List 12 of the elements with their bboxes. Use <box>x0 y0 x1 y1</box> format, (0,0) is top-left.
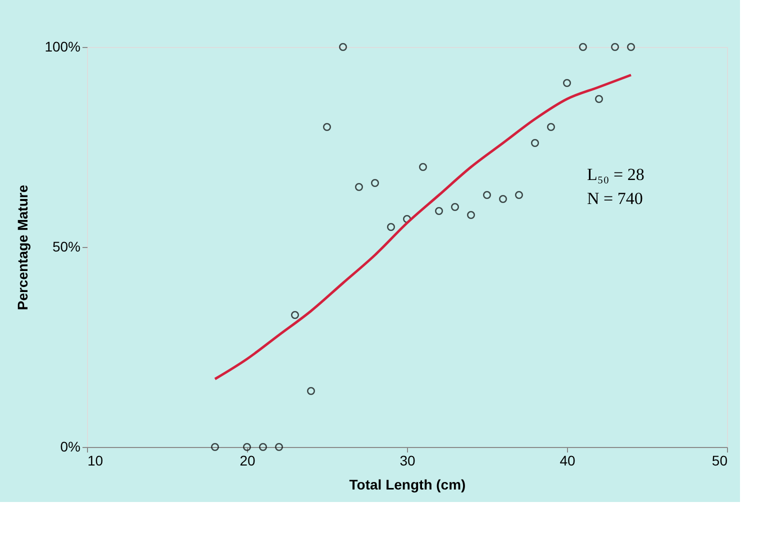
y-tick-label: 100% <box>44 38 80 54</box>
annotation: L₅₀ = 28 <box>587 165 644 184</box>
annotation: N = 740 <box>587 189 643 208</box>
x-tick-label: 40 <box>560 452 576 468</box>
y-axis-title: Percentage Mature <box>14 184 31 310</box>
x-tick-label: 10 <box>88 452 104 468</box>
x-tick-label: 20 <box>240 452 256 468</box>
y-tick-label: 0% <box>60 438 80 454</box>
x-tick-label: 30 <box>400 452 416 468</box>
y-tick-label: 50% <box>52 238 80 254</box>
x-tick-label: 50 <box>712 452 728 468</box>
x-axis-title: Total Length (cm) <box>349 476 466 492</box>
